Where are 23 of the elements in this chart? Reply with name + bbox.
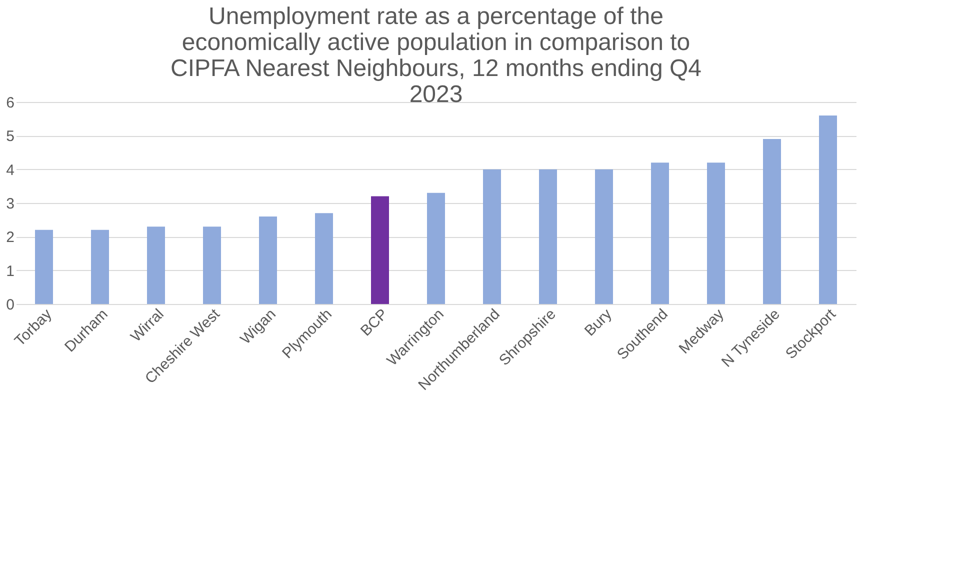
bar — [91, 230, 109, 304]
bar — [371, 196, 389, 304]
bar — [259, 216, 277, 304]
bar — [763, 139, 781, 304]
bar — [35, 230, 53, 304]
bar — [315, 213, 333, 304]
chart-title: Unemployment rate as a percentage of the economically active population in comparison to CIPFA Nearest Neighbours, 12 months ending Q4 2023 — [170, 3, 702, 108]
y-tick-label: 2 — [6, 229, 14, 246]
bar — [147, 226, 165, 304]
y-tick-label: 1 — [6, 262, 14, 280]
bar — [707, 162, 725, 304]
bar — [819, 115, 837, 304]
y-tick-label: 3 — [6, 196, 14, 212]
bar — [203, 226, 221, 304]
bar — [427, 192, 445, 304]
y-tick-label: 6 — [6, 94, 14, 112]
y-tick-label: 4 — [6, 162, 14, 179]
y-tick-label: 5 — [6, 128, 14, 146]
y-tick-label: 0 — [6, 296, 14, 314]
bar — [595, 169, 613, 304]
bar — [651, 162, 669, 304]
bar — [483, 169, 501, 304]
bar — [539, 169, 557, 304]
